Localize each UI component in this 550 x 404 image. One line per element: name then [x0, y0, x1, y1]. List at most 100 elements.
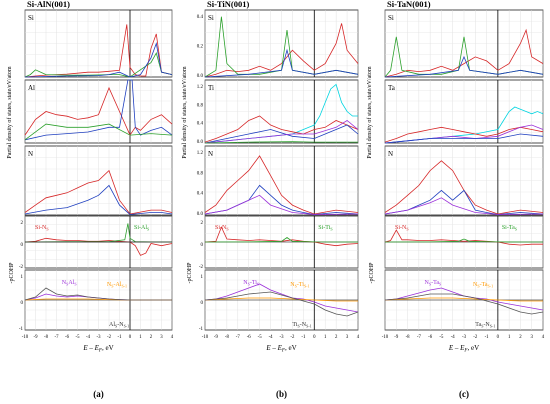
x-label-main: E – E: [448, 344, 465, 352]
x-tick-label: 0: [313, 335, 316, 340]
panel-letter: (c): [459, 389, 469, 399]
y-tick-label: 2: [201, 221, 204, 226]
series-line: [384, 160, 544, 215]
label-sub: S: [406, 227, 408, 232]
series-line: [204, 283, 359, 313]
label-sub2: S-1: [488, 284, 494, 289]
series-line: [24, 184, 173, 215]
subplot-label: Ti: [208, 84, 214, 92]
label-sub: S: [330, 227, 332, 232]
x-tick-label: 4: [171, 335, 174, 340]
label-sub2: S-1: [490, 324, 496, 329]
subplot-label: Si: [388, 14, 394, 22]
label-mid: -Ta: [431, 280, 439, 286]
x-tick-label: -1: [118, 335, 123, 340]
subplot-si: Si: [384, 9, 544, 78]
subplot-ta: Ta: [384, 79, 544, 144]
subplot-label: Al: [28, 84, 35, 92]
subplot-label: Ta: [388, 84, 396, 92]
label-sub2: S-1: [121, 284, 127, 289]
subplot-n: N: [24, 145, 173, 216]
label-mid: -Ti: [250, 280, 257, 286]
label-sub2: S: [257, 282, 259, 287]
x-tick-label: 3: [160, 335, 163, 340]
x-tick-label: 0: [129, 335, 132, 340]
series-line: [204, 155, 359, 215]
label-sub: S: [46, 227, 48, 232]
y-tick-label: 0.2: [197, 45, 204, 50]
x-tick-label: -7: [55, 335, 60, 340]
series-line: [384, 126, 544, 143]
x-tick-label: -3: [280, 335, 285, 340]
x-tick-label: -9: [394, 335, 399, 340]
subplot-si: 0.4 0.2 0.0 Si: [197, 9, 359, 79]
label-sub: S: [226, 227, 228, 232]
series-line: [24, 52, 173, 78]
series-line: [24, 41, 173, 78]
x-tick-label: -5: [439, 335, 444, 340]
y-axis-label-dos: Partial density of states, state/eV/atom: [366, 66, 373, 158]
x-label-main: E – E: [265, 344, 282, 352]
x-tick-label: 3: [531, 335, 534, 340]
x-tick-label: -6: [247, 335, 252, 340]
label-sub: S: [429, 282, 431, 287]
y-tick-label: 1.2: [197, 85, 204, 90]
cohp-label: Si-NS: [215, 225, 229, 232]
label-sub: S: [248, 282, 250, 287]
x-tick-label: -5: [258, 335, 263, 340]
y-tick-label: 0.4: [197, 15, 204, 20]
series-line: [384, 197, 544, 215]
y-tick-label: 2: [21, 221, 24, 226]
y-tick-label: 0.4: [197, 122, 204, 127]
x-label-unit: , eV: [285, 344, 297, 352]
panel-title: Si-AlN(001): [27, 0, 70, 9]
label-main: Si-N: [215, 225, 227, 231]
y-axis-label-cohp: -pCOHP: [369, 262, 375, 284]
x-tick-label: -9: [214, 335, 219, 340]
subplot-label: N: [208, 150, 213, 158]
x-tick-label: -1: [485, 335, 490, 340]
subplot-n: N: [384, 145, 544, 216]
x-tick-label: 2: [150, 335, 153, 340]
series-line: [24, 169, 173, 215]
label-main: N: [290, 282, 295, 288]
x-tick-label: 1: [324, 335, 327, 340]
x-label-sub: F: [98, 349, 103, 354]
series-line: [204, 194, 359, 215]
x-tick-label: -3: [462, 335, 467, 340]
subplot-label: N: [28, 150, 33, 158]
label-mid: -N: [300, 322, 307, 328]
cohp-label: NS-TiS: [243, 280, 259, 287]
y-tick-label: 1.2: [197, 151, 204, 156]
y-tick-label: 0: [21, 243, 24, 248]
y-axis-label-dos: Partial density of states, state/eV/atom: [181, 66, 188, 158]
cohp-label: TaS-NS-1: [475, 322, 495, 329]
label-main: N: [243, 280, 248, 286]
x-tick-label: -6: [65, 335, 70, 340]
panel-letter: (a): [93, 389, 104, 399]
label-sub: S: [66, 282, 68, 287]
series-line: [384, 28, 544, 78]
label-main: Si-Ta: [502, 225, 515, 231]
subplot-ti: 1.2 0.8 0.4 0.0 Ti: [197, 79, 359, 145]
x-tick-label: -6: [428, 335, 433, 340]
label-main: Al: [109, 322, 115, 328]
series-line: [24, 237, 173, 256]
series-line: [384, 55, 544, 78]
x-tick-label: -4: [269, 335, 274, 340]
label-sub: S: [477, 284, 479, 289]
cohp-label: NS-TaS-1: [473, 282, 493, 289]
label-sub: S: [115, 324, 117, 329]
x-tick-label: -9: [34, 335, 39, 340]
label-main: N: [62, 280, 67, 286]
panel-title: Si-TiN(001): [207, 0, 250, 9]
series-line: [204, 115, 359, 143]
series-line: [384, 293, 544, 315]
series-line: [384, 297, 543, 302]
y-axis-label-cohp: -pCOHP: [187, 262, 193, 284]
y-tick-label: 0.0: [197, 140, 204, 145]
label-sub: S: [295, 284, 297, 289]
x-tick-label: -10: [382, 335, 389, 340]
